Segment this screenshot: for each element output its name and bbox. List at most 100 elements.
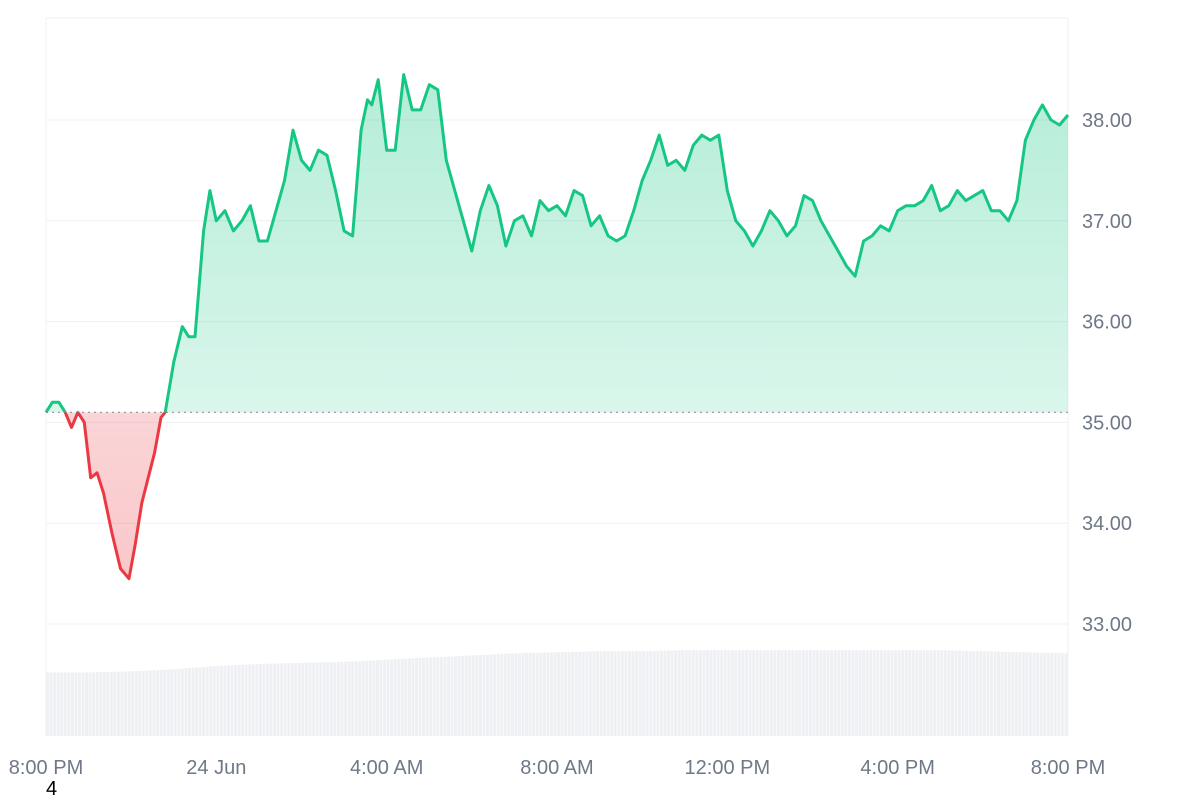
volume-bar — [957, 650, 961, 736]
volume-bar — [709, 650, 713, 736]
volume-bar — [237, 664, 241, 736]
volume-bar — [631, 651, 635, 736]
volume-bar — [1018, 652, 1022, 736]
volume-bar — [88, 672, 92, 736]
volume-bar — [273, 663, 277, 736]
volume-bar — [819, 650, 823, 736]
volume-bar — [1039, 652, 1043, 736]
volume-bar — [734, 650, 738, 736]
volume-bar — [837, 650, 841, 736]
volume-bar — [1014, 652, 1018, 736]
volume-bar — [99, 672, 103, 736]
corner-label: 4 — [46, 778, 58, 800]
volume-bar — [869, 650, 873, 736]
volume-bar — [908, 650, 912, 736]
volume-bar — [929, 650, 933, 736]
volume-bar — [1050, 652, 1054, 736]
volume-bar — [262, 663, 266, 736]
volume-bar — [993, 651, 997, 736]
volume-bar — [670, 650, 674, 736]
volume-bar — [691, 650, 695, 736]
volume-bar — [1028, 652, 1032, 736]
volume-bar — [1021, 652, 1025, 736]
volume-bar — [493, 654, 497, 736]
volume-bar — [546, 652, 550, 736]
x-tick-label: 8:00 PM — [9, 757, 83, 779]
volume-bar — [74, 672, 78, 736]
volume-bar — [794, 650, 798, 736]
volume-bar — [585, 651, 589, 736]
volume-bar — [336, 661, 340, 736]
volume-bar — [805, 650, 809, 736]
volume-bar — [514, 653, 518, 736]
volume-bar — [883, 650, 887, 736]
volume-bar — [177, 668, 181, 736]
x-tick-label: 24 Jun — [186, 757, 246, 779]
volume-bar — [617, 651, 621, 736]
volume-bar — [496, 654, 500, 736]
volume-bar — [365, 660, 369, 736]
axis-layer: 38.00 37.00 36.00 35.00 34.00 33.00 8:00 PM 24 … — [9, 110, 1132, 779]
volume-bar — [383, 659, 387, 736]
volume-bar — [305, 662, 308, 736]
volume-bar — [400, 658, 404, 736]
volume-bar — [503, 653, 507, 736]
volume-bar — [461, 655, 465, 736]
x-tick-label: 8:00 AM — [520, 757, 593, 779]
volume-bar — [578, 651, 582, 736]
volume-bar — [521, 653, 525, 736]
volume-bar — [70, 672, 74, 736]
volume-bar — [244, 664, 248, 736]
volume-bar — [46, 672, 49, 736]
volume-bar — [904, 650, 908, 736]
volume-bar — [525, 653, 529, 736]
volume-bar — [301, 662, 305, 736]
volume-bar — [124, 671, 128, 736]
x-tick-label: 12:00 PM — [685, 757, 771, 779]
volume-bar — [344, 661, 348, 736]
volume-bar — [454, 656, 458, 736]
volume-bar — [649, 650, 653, 736]
volume-bar — [141, 670, 145, 736]
x-tick-label: 4:00 PM — [860, 757, 934, 779]
y-tick-label: 35.00 — [1082, 412, 1132, 434]
volume-bar — [879, 650, 883, 736]
volume-bar — [397, 659, 401, 736]
volume-bar — [727, 650, 731, 736]
volume-bar — [982, 651, 986, 736]
volume-bar — [85, 672, 88, 736]
volume-bar — [549, 652, 553, 736]
volume-bar — [844, 650, 848, 736]
price-line-up — [44, 73, 1070, 413]
volume-bar — [642, 651, 646, 736]
volume-bar — [280, 663, 284, 736]
volume-bar — [528, 652, 532, 736]
volume-bar — [936, 650, 940, 736]
volume-bar — [489, 654, 493, 736]
volume-bar — [81, 672, 85, 736]
volume-bar — [308, 662, 312, 736]
volume-bar — [166, 669, 170, 736]
volume-bar — [148, 670, 152, 736]
volume-bar — [659, 650, 663, 736]
volume-bar — [312, 662, 316, 736]
volume-bar — [872, 650, 876, 736]
volume-bar — [53, 672, 57, 736]
x-tick-label: 4:00 AM — [350, 757, 423, 779]
volume-bar — [833, 650, 837, 736]
volume-bar — [287, 663, 291, 736]
volume-bar — [826, 650, 830, 736]
volume-bar — [997, 651, 1000, 736]
volume-bar — [156, 670, 159, 736]
volume-layer — [46, 650, 1068, 736]
volume-bar — [968, 650, 972, 736]
volume-bar — [486, 654, 489, 736]
volume-bar — [652, 650, 656, 736]
volume-bar — [830, 650, 834, 736]
volume-bar — [436, 657, 440, 736]
volume-bar — [716, 650, 720, 736]
volume-bar — [422, 657, 426, 736]
volume-bar — [482, 654, 486, 736]
volume-bar — [911, 650, 915, 736]
